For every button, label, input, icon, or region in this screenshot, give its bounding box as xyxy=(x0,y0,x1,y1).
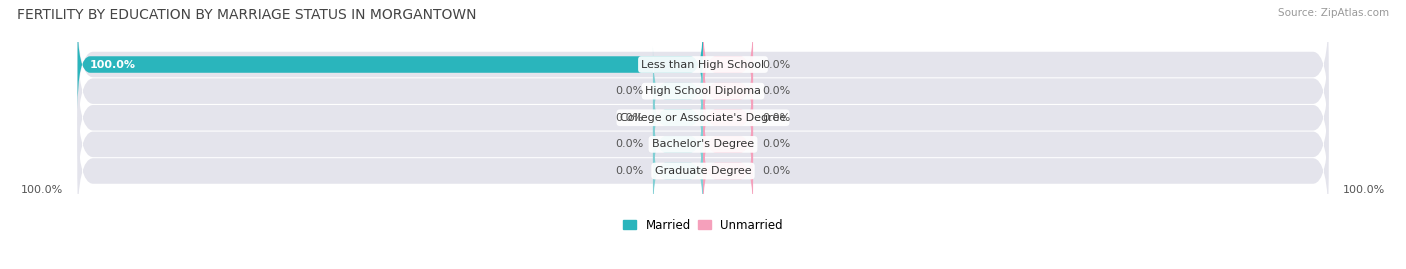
FancyBboxPatch shape xyxy=(652,73,703,163)
Text: 0.0%: 0.0% xyxy=(616,139,644,149)
FancyBboxPatch shape xyxy=(77,20,703,109)
FancyBboxPatch shape xyxy=(77,91,1329,198)
Text: 100.0%: 100.0% xyxy=(90,59,136,69)
Text: 0.0%: 0.0% xyxy=(762,86,790,96)
FancyBboxPatch shape xyxy=(703,20,754,109)
Text: College or Associate's Degree: College or Associate's Degree xyxy=(620,113,786,123)
Text: 0.0%: 0.0% xyxy=(762,166,790,176)
Text: 0.0%: 0.0% xyxy=(762,59,790,69)
Text: 100.0%: 100.0% xyxy=(1343,185,1385,195)
FancyBboxPatch shape xyxy=(77,64,1329,172)
FancyBboxPatch shape xyxy=(652,126,703,216)
Legend: Married, Unmarried: Married, Unmarried xyxy=(619,214,787,236)
Text: 0.0%: 0.0% xyxy=(762,113,790,123)
FancyBboxPatch shape xyxy=(703,126,754,216)
Text: Graduate Degree: Graduate Degree xyxy=(655,166,751,176)
FancyBboxPatch shape xyxy=(652,46,703,136)
Text: FERTILITY BY EDUCATION BY MARRIAGE STATUS IN MORGANTOWN: FERTILITY BY EDUCATION BY MARRIAGE STATU… xyxy=(17,8,477,22)
Text: 0.0%: 0.0% xyxy=(762,139,790,149)
Text: 0.0%: 0.0% xyxy=(616,113,644,123)
FancyBboxPatch shape xyxy=(77,11,1329,118)
Text: Less than High School: Less than High School xyxy=(641,59,765,69)
Text: Source: ZipAtlas.com: Source: ZipAtlas.com xyxy=(1278,8,1389,18)
FancyBboxPatch shape xyxy=(652,99,703,189)
FancyBboxPatch shape xyxy=(703,46,754,136)
FancyBboxPatch shape xyxy=(77,37,1329,145)
FancyBboxPatch shape xyxy=(77,117,1329,225)
Text: 100.0%: 100.0% xyxy=(21,185,63,195)
Text: 0.0%: 0.0% xyxy=(616,86,644,96)
FancyBboxPatch shape xyxy=(703,99,754,189)
Text: 0.0%: 0.0% xyxy=(616,166,644,176)
FancyBboxPatch shape xyxy=(703,73,754,163)
Text: High School Diploma: High School Diploma xyxy=(645,86,761,96)
Text: Bachelor's Degree: Bachelor's Degree xyxy=(652,139,754,149)
